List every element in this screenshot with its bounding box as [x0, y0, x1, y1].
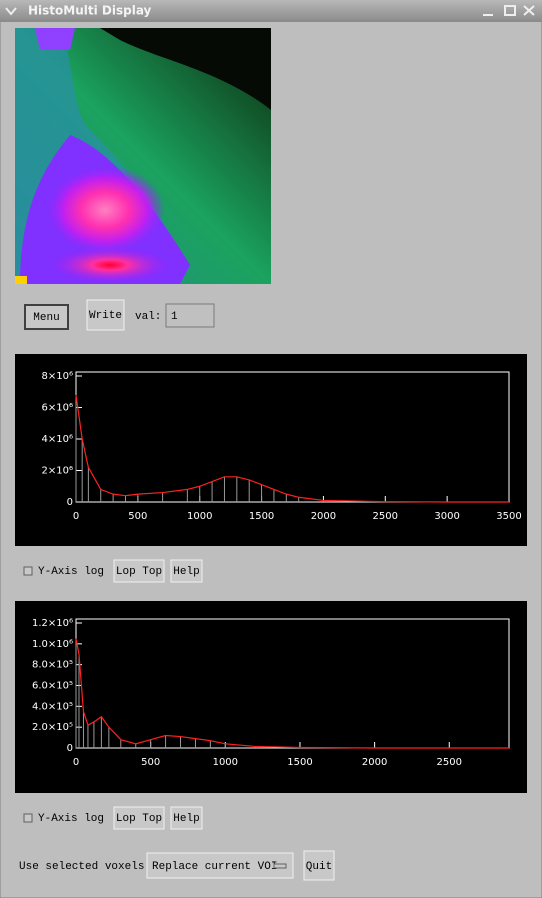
window-title: HistoMulti Display	[28, 4, 152, 18]
x-tick-label: 0	[73, 511, 79, 522]
menu-label: Menu	[33, 312, 59, 324]
write-label: Write	[89, 310, 122, 322]
plot-panel	[15, 354, 527, 546]
lop-top-label: Lop Top	[116, 813, 162, 825]
x-tick-label: 1500	[249, 511, 274, 522]
histogram-image	[15, 28, 271, 284]
voi-dropdown[interactable]	[146, 852, 294, 879]
plot-panel	[15, 601, 527, 793]
x-tick-label: 1000	[213, 757, 238, 768]
help-button[interactable]	[170, 559, 203, 583]
y-tick-label: 8×10⁶	[42, 371, 73, 382]
window-menu-icon[interactable]	[5, 7, 17, 16]
y-tick-label: 6.0×10⁵	[32, 681, 73, 692]
lop-top-label: Lop Top	[116, 566, 162, 578]
title-bar	[0, 0, 542, 22]
quit-label: Quit	[306, 861, 332, 873]
dropdown-indicator	[273, 863, 287, 869]
help-button[interactable]	[170, 806, 203, 830]
y-tick-label: 2×10⁶	[42, 466, 73, 477]
x-tick-label: 3500	[496, 511, 521, 522]
histogram-curve	[75, 394, 509, 503]
x-tick-label: 500	[141, 757, 160, 768]
x-tick-label: 1500	[287, 757, 312, 768]
lop-top-button[interactable]	[113, 806, 165, 830]
write-button[interactable]	[86, 299, 125, 331]
x-tick-label: 500	[128, 511, 147, 522]
val-input-text: 1	[171, 311, 178, 323]
x-tick-label: 1000	[187, 511, 212, 522]
menu-button[interactable]	[24, 304, 69, 330]
y-tick-label: 2.0×10⁵	[32, 722, 73, 733]
window-buttons[interactable]	[483, 5, 535, 16]
voi-dropdown-text: Replace current VOI	[152, 861, 277, 873]
y-tick-label: 0	[67, 497, 73, 508]
help-label: Help	[173, 813, 199, 825]
y-tick-label: 4.0×10⁵	[32, 701, 73, 712]
quit-button[interactable]	[303, 850, 335, 881]
y-tick-label: 8.0×10⁵	[32, 660, 73, 671]
x-tick-label: 2000	[311, 511, 336, 522]
y-tick-label: 4×10⁶	[42, 434, 73, 445]
x-tick-label: 3000	[434, 511, 459, 522]
y-tick-label: 1.0×10⁶	[32, 639, 73, 650]
val-label: val:	[135, 311, 161, 323]
log-checkbox[interactable]	[23, 566, 33, 576]
y-tick-label: 0	[67, 743, 73, 754]
log-label: Y-Axis log	[38, 566, 104, 578]
lop-top-button[interactable]	[113, 559, 165, 583]
histogram-curve	[75, 638, 509, 749]
y-tick-label: 6×10⁶	[42, 403, 73, 414]
footer-label: Use selected voxels:	[19, 861, 151, 873]
x-tick-label: 2500	[373, 511, 398, 522]
log-checkbox[interactable]	[23, 813, 33, 823]
val-input[interactable]	[165, 303, 215, 328]
log-label: Y-Axis log	[38, 813, 104, 825]
x-tick-label: 2500	[437, 757, 462, 768]
x-tick-label: 0	[73, 757, 79, 768]
y-tick-label: 1.2×10⁶	[32, 618, 73, 629]
x-tick-label: 2000	[362, 757, 387, 768]
help-label: Help	[173, 566, 199, 578]
